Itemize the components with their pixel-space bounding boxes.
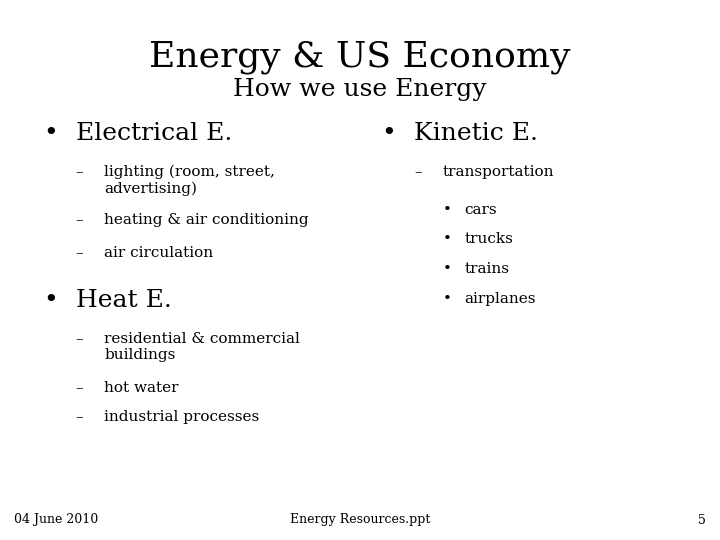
Text: industrial processes: industrial processes — [104, 410, 260, 424]
Text: 5: 5 — [698, 514, 706, 526]
Text: Heat E.: Heat E. — [76, 289, 171, 312]
Text: •: • — [443, 262, 451, 276]
Text: –: – — [76, 246, 84, 260]
Text: airplanes: airplanes — [464, 292, 536, 306]
Text: Electrical E.: Electrical E. — [76, 122, 232, 145]
Text: •: • — [382, 122, 396, 145]
Text: trains: trains — [464, 262, 510, 276]
Text: •: • — [43, 122, 58, 145]
Text: hot water: hot water — [104, 381, 179, 395]
Text: •: • — [443, 232, 451, 246]
Text: •: • — [443, 202, 451, 217]
Text: –: – — [76, 410, 84, 424]
Text: Energy & US Economy: Energy & US Economy — [149, 40, 571, 75]
Text: transportation: transportation — [443, 165, 554, 179]
Text: –: – — [76, 381, 84, 395]
Text: heating & air conditioning: heating & air conditioning — [104, 213, 309, 227]
Text: –: – — [414, 165, 422, 179]
Text: Energy Resources.ppt: Energy Resources.ppt — [290, 514, 430, 526]
Text: –: – — [76, 332, 84, 346]
Text: How we use Energy: How we use Energy — [233, 78, 487, 102]
Text: trucks: trucks — [464, 232, 513, 246]
Text: cars: cars — [464, 202, 497, 217]
Text: Kinetic E.: Kinetic E. — [414, 122, 538, 145]
Text: residential & commercial
buildings: residential & commercial buildings — [104, 332, 300, 362]
Text: lighting (room, street,
advertising): lighting (room, street, advertising) — [104, 165, 275, 196]
Text: •: • — [43, 289, 58, 312]
Text: 04 June 2010: 04 June 2010 — [14, 514, 99, 526]
Text: –: – — [76, 213, 84, 227]
Text: air circulation: air circulation — [104, 246, 214, 260]
Text: –: – — [76, 165, 84, 179]
Text: •: • — [443, 292, 451, 306]
